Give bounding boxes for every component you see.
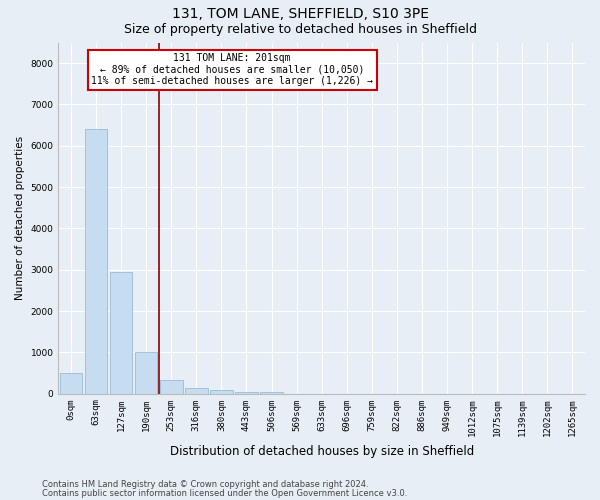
Y-axis label: Number of detached properties: Number of detached properties xyxy=(15,136,25,300)
Text: 131, TOM LANE, SHEFFIELD, S10 3PE: 131, TOM LANE, SHEFFIELD, S10 3PE xyxy=(172,8,428,22)
Bar xyxy=(260,392,283,394)
Bar xyxy=(160,380,182,394)
Bar xyxy=(235,392,258,394)
X-axis label: Distribution of detached houses by size in Sheffield: Distribution of detached houses by size … xyxy=(170,444,474,458)
Text: Size of property relative to detached houses in Sheffield: Size of property relative to detached ho… xyxy=(124,22,476,36)
Bar xyxy=(210,390,233,394)
Bar xyxy=(135,352,157,394)
Bar xyxy=(110,272,133,394)
Bar xyxy=(59,373,82,394)
Bar xyxy=(185,388,208,394)
Bar xyxy=(85,130,107,394)
Text: 131 TOM LANE: 201sqm
← 89% of detached houses are smaller (10,050)
11% of semi-d: 131 TOM LANE: 201sqm ← 89% of detached h… xyxy=(91,53,373,86)
Text: Contains HM Land Registry data © Crown copyright and database right 2024.: Contains HM Land Registry data © Crown c… xyxy=(42,480,368,489)
Text: Contains public sector information licensed under the Open Government Licence v3: Contains public sector information licen… xyxy=(42,489,407,498)
